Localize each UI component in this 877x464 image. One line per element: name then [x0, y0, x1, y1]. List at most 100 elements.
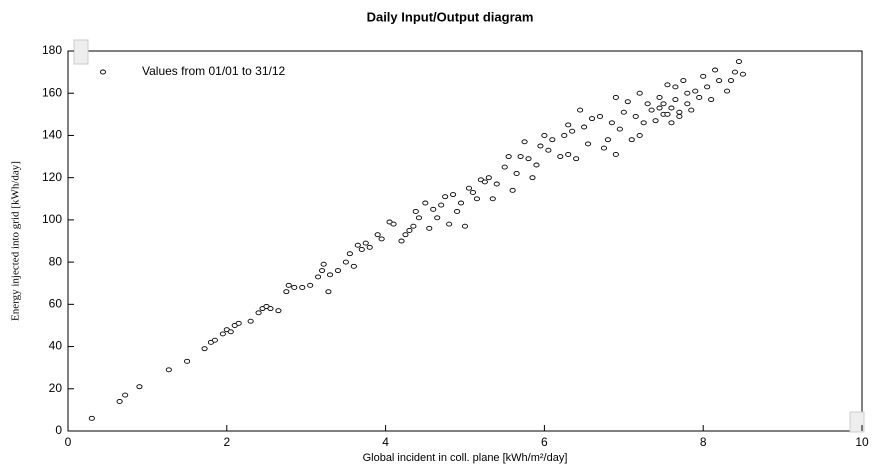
point [378, 236, 385, 242]
point [446, 221, 453, 227]
point [481, 179, 488, 185]
point [692, 88, 699, 94]
point [390, 221, 397, 227]
point [346, 251, 353, 257]
point [291, 284, 298, 290]
point [442, 194, 449, 200]
point [604, 137, 611, 143]
point [426, 225, 433, 231]
point [668, 105, 675, 111]
point [636, 90, 643, 96]
point [684, 101, 691, 107]
point [247, 318, 254, 324]
point [350, 263, 357, 269]
point [664, 82, 671, 88]
point [628, 137, 635, 143]
point [136, 384, 143, 390]
y-tick-label: 140 [42, 128, 62, 142]
point [549, 137, 556, 143]
point [267, 306, 274, 312]
point [283, 289, 290, 295]
point [354, 242, 361, 248]
point [612, 151, 619, 157]
point [640, 120, 647, 126]
scroll-button[interactable] [73, 39, 89, 65]
point [334, 268, 342, 274]
point [116, 398, 123, 404]
point [723, 88, 731, 94]
point [307, 282, 314, 288]
point [505, 154, 512, 160]
point [676, 113, 683, 119]
point [545, 147, 552, 153]
point [735, 59, 742, 65]
point [374, 232, 381, 238]
legend-label: Values from 01/01 to 31/12 [142, 64, 286, 78]
y-tick-label: 40 [49, 339, 63, 353]
point [636, 132, 643, 138]
scroll-button[interactable] [849, 411, 865, 433]
plot-frame [67, 50, 863, 432]
point [438, 202, 445, 208]
point [529, 175, 536, 181]
legend-marker [99, 69, 107, 75]
point [588, 116, 596, 122]
point [708, 97, 715, 103]
point [299, 284, 306, 290]
point [211, 337, 218, 343]
point [493, 181, 500, 187]
point [201, 346, 208, 352]
point [501, 164, 508, 170]
point [415, 215, 422, 221]
point [652, 118, 659, 124]
point [664, 111, 671, 117]
point [358, 246, 365, 252]
point [457, 200, 465, 206]
point [509, 187, 516, 193]
point [285, 282, 292, 288]
point [362, 240, 369, 246]
point [521, 139, 528, 145]
point [656, 105, 663, 111]
chart-title: Daily Input/Output diagram [367, 9, 534, 24]
point [688, 107, 695, 113]
point [430, 206, 437, 212]
y-tick-label: 0 [55, 423, 62, 437]
x-tick-label: 10 [855, 435, 869, 449]
point [450, 192, 457, 198]
point [612, 94, 619, 100]
point [537, 143, 544, 149]
point [434, 215, 441, 221]
point [513, 170, 520, 176]
point [600, 145, 608, 151]
point [565, 122, 572, 128]
point [676, 109, 683, 115]
point [412, 208, 419, 214]
y-tick-label: 60 [49, 297, 63, 311]
point [616, 126, 623, 132]
point [469, 189, 476, 195]
point [366, 244, 373, 250]
point [320, 261, 327, 267]
point [517, 154, 524, 160]
y-axis-label: Energy injected into grid [kWh/day] [10, 161, 22, 321]
point [473, 196, 480, 202]
x-tick-label: 0 [65, 435, 72, 449]
point [319, 268, 326, 274]
point [585, 141, 592, 147]
x-tick-label: 6 [541, 435, 548, 449]
point [577, 107, 584, 113]
point [696, 94, 703, 100]
y-tick-label: 80 [49, 254, 63, 268]
point [700, 73, 707, 79]
point [402, 232, 409, 238]
point [561, 132, 568, 138]
point [557, 154, 564, 160]
point [235, 320, 242, 326]
point [680, 78, 687, 84]
x-tick-label: 2 [223, 435, 230, 449]
point [727, 78, 735, 84]
point [739, 71, 746, 77]
y-tick-label: 120 [42, 170, 62, 184]
